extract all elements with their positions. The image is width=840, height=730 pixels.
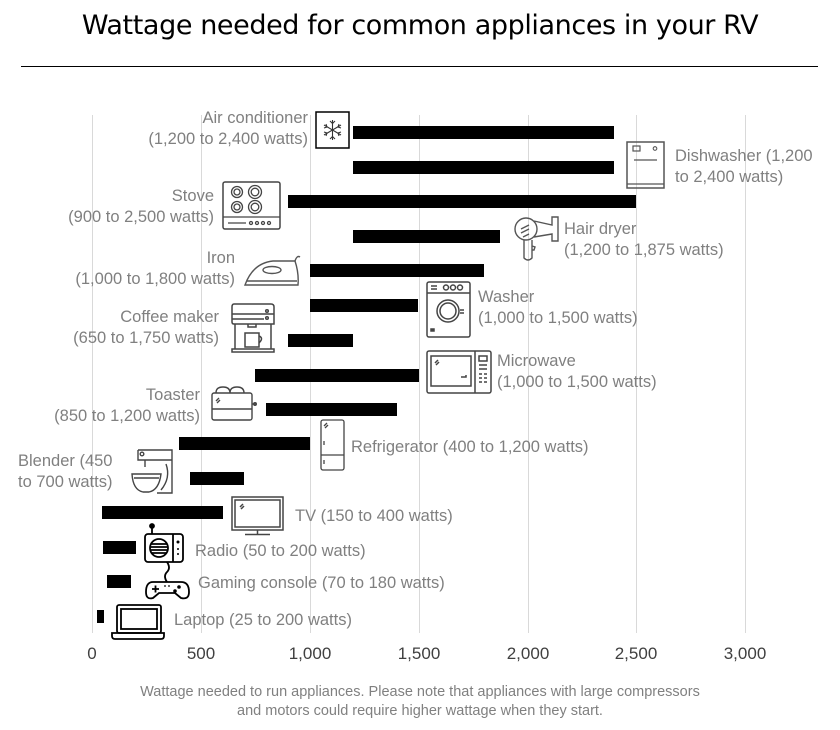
label-blender: Blender (450 to 700 watts) — [18, 452, 113, 491]
bar-blender — [189, 472, 245, 485]
x-tick: 1,500 — [397, 644, 441, 663]
iron-icon — [243, 253, 301, 288]
hair-dryer-icon — [512, 214, 560, 262]
coffee-maker-icon — [231, 303, 276, 353]
bar-iron — [309, 264, 484, 277]
gridline-500 — [201, 115, 202, 633]
bar-stove — [287, 195, 637, 208]
radio-icon — [143, 523, 185, 565]
x-tick: 3,000 — [723, 644, 767, 663]
bar-microwave — [255, 369, 419, 382]
title-divider — [21, 66, 818, 67]
bar-air-conditioner — [353, 126, 615, 139]
microwave-icon — [426, 350, 492, 394]
chart-footnote: Wattage needed to run appliances. Please… — [140, 684, 700, 719]
bar-toaster — [266, 403, 397, 416]
bar-radio — [102, 541, 136, 554]
label-tv: TV (150 to 400 watts) — [295, 507, 453, 525]
label-dishwasher: Dishwasher (1,200 to 2,400 watts) — [675, 147, 813, 186]
toaster-icon — [211, 386, 257, 422]
label-washer: Washer (1,000 to 1,500 watts) — [478, 288, 638, 327]
gridline-3000 — [745, 115, 746, 633]
x-tick: 500 — [186, 644, 216, 663]
label-hair-dryer: Hair dryer (1,200 to 1,875 watts) — [564, 220, 724, 259]
tv-icon — [231, 496, 284, 536]
label-gaming-console: Gaming console (70 to 180 watts) — [198, 574, 445, 592]
stand-mixer-icon — [131, 448, 175, 495]
bar-dishwasher — [353, 161, 615, 174]
laptop-icon — [111, 604, 165, 640]
gridline-0 — [92, 115, 93, 633]
snowflake-icon — [315, 111, 350, 149]
x-tick: 1,000 — [288, 644, 332, 663]
bar-gaming-console — [107, 575, 132, 588]
washing-machine-icon — [426, 281, 471, 338]
x-tick: 0 — [87, 644, 97, 663]
gridline-2500 — [636, 115, 637, 633]
refrigerator-icon — [320, 419, 345, 471]
gamepad-icon — [145, 562, 191, 602]
stove-icon — [222, 181, 282, 231]
label-refrigerator: Refrigerator (400 to 1,200 watts) — [351, 438, 589, 456]
label-radio: Radio (50 to 200 watts) — [195, 542, 366, 560]
bar-hair-dryer — [353, 230, 501, 243]
bar-tv — [101, 506, 223, 519]
label-coffee-maker: Coffee maker (650 to 1,750 watts) — [73, 308, 219, 347]
x-tick: 2,500 — [614, 644, 658, 663]
x-tick: 2,000 — [506, 644, 550, 663]
bar-refrigerator — [179, 437, 310, 450]
label-toaster: Toaster (850 to 1,200 watts) — [54, 386, 200, 425]
bar-laptop — [97, 610, 104, 623]
bar-washer — [309, 299, 419, 312]
gridline-1500 — [419, 115, 420, 633]
label-air-conditioner: Air conditioner (1,200 to 2,400 watts) — [148, 109, 308, 148]
label-laptop: Laptop (25 to 200 watts) — [174, 611, 352, 629]
label-microwave: Microwave (1,000 to 1,500 watts) — [497, 352, 657, 391]
chart-title: Wattage needed for common appliances in … — [81, 10, 759, 41]
bar-coffee-maker — [287, 334, 354, 347]
label-stove: Stove (900 to 2,500 watts) — [68, 187, 214, 226]
gridline-2000 — [528, 115, 529, 633]
label-iron: Iron (1,000 to 1,800 watts) — [75, 249, 235, 288]
dishwasher-icon — [626, 141, 665, 190]
